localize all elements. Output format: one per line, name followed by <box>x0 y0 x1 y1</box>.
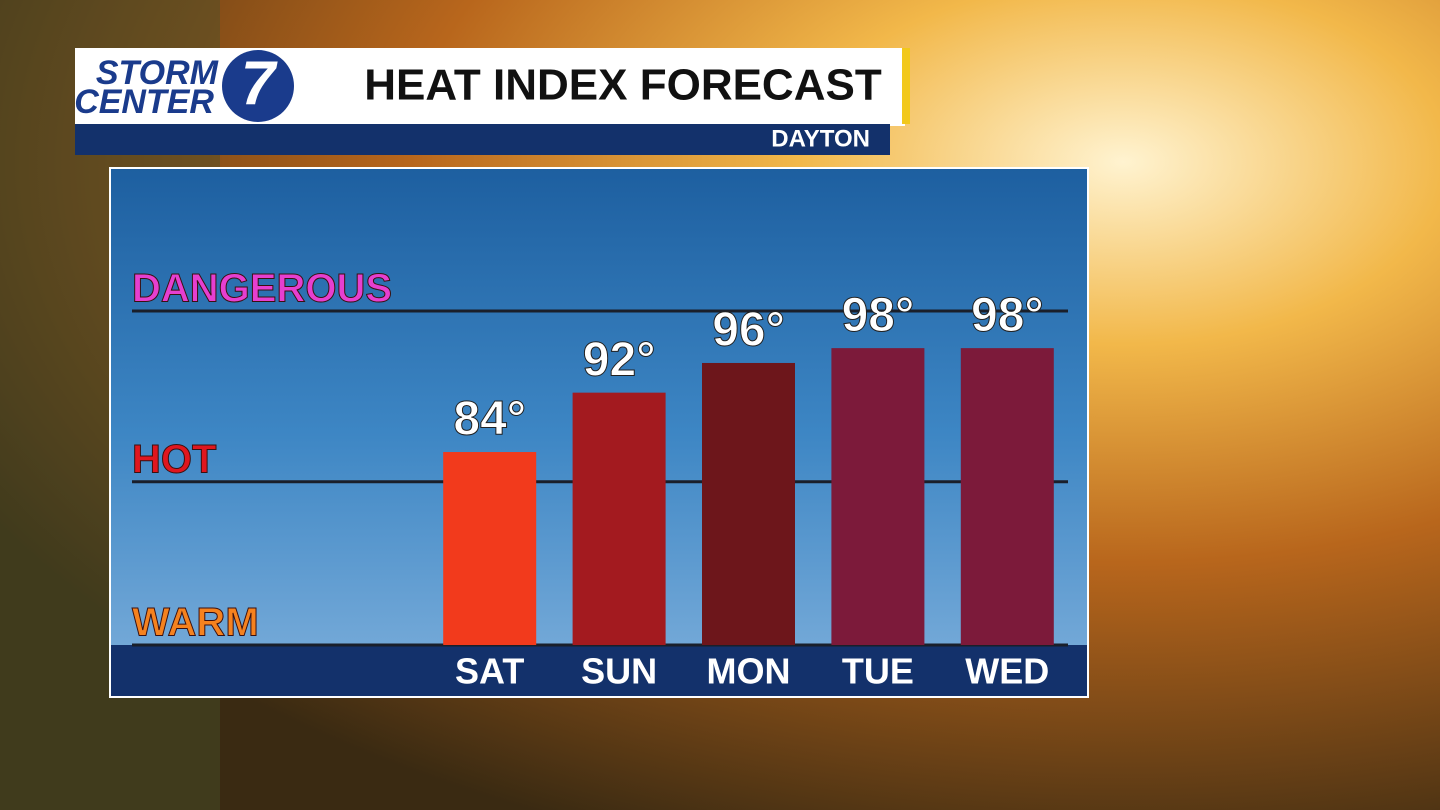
value-label: 96° <box>712 304 785 357</box>
header-bar <box>75 48 905 126</box>
value-label: 92° <box>583 333 656 386</box>
y-tick-label: DANGEROUS <box>132 267 392 311</box>
bar <box>831 348 925 645</box>
bar <box>702 362 795 645</box>
value-label: 84° <box>453 393 526 446</box>
chart-subtitle: DAYTON <box>771 125 870 152</box>
logo-circle <box>222 50 294 122</box>
subtitle-bar <box>75 124 890 155</box>
bar <box>572 392 666 645</box>
y-tick-label: WARM <box>132 601 259 645</box>
plot: WARM HOT DANGEROUS SAT 84° SUN 92° MON 96° TUE 98°… <box>132 266 1068 692</box>
x-tick-label: TUE <box>842 651 914 692</box>
logo-number: 7 <box>241 49 278 118</box>
category-strip <box>111 645 1087 696</box>
x-tick-label: MON <box>707 651 791 692</box>
value-label: 98° <box>971 289 1044 342</box>
bar <box>443 452 537 645</box>
chart-title: HEAT INDEX FORECAST <box>364 61 882 110</box>
x-tick-label: WED <box>965 651 1049 692</box>
x-tick-label: SUN <box>581 651 657 692</box>
logo-line1: STORM <box>96 54 219 92</box>
bar <box>960 348 1054 645</box>
header-accent <box>902 48 910 124</box>
x-tick-label: SAT <box>455 651 524 692</box>
y-tick-label: HOT <box>132 437 216 481</box>
value-label: 98° <box>842 289 915 342</box>
logo-line2: CENTER <box>74 83 214 121</box>
